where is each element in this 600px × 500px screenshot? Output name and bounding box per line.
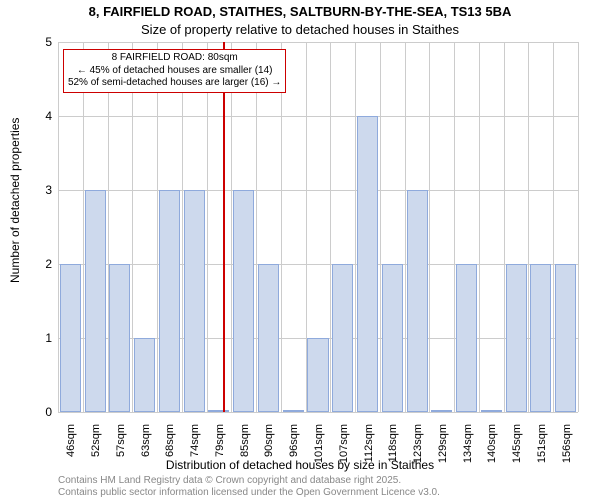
annotation-line: 52% of semi-detached houses are larger (… [68, 77, 281, 90]
ytick-label: 3 [32, 183, 52, 197]
attribution-line-2: Contains public sector information licen… [58, 487, 440, 498]
gridline-h [58, 264, 578, 265]
gridline-v [207, 42, 208, 412]
gridline-v [231, 42, 232, 412]
bar [332, 264, 353, 412]
gridline-v [256, 42, 257, 412]
ytick-label: 5 [32, 35, 52, 49]
bar [530, 264, 551, 412]
gridline-v [83, 42, 84, 412]
gridline-h [58, 190, 578, 191]
bar [134, 338, 155, 412]
gridline-h [58, 412, 578, 413]
attribution-line-1: Contains HM Land Registry data © Crown c… [58, 475, 401, 486]
gridline-v [528, 42, 529, 412]
bar [481, 410, 502, 412]
y-axis-label: Number of detached properties [8, 0, 22, 400]
bar [233, 190, 254, 412]
chart-container: { "chart": { "type": "bar", "title_main"… [0, 0, 600, 500]
plot-area: 01234546sqm52sqm57sqm63sqm68sqm74sqm79sq… [58, 42, 578, 412]
bar [85, 190, 106, 412]
gridline-v [380, 42, 381, 412]
bar [307, 338, 328, 412]
annotation-box: 8 FAIRFIELD ROAD: 80sqm← 45% of detached… [63, 49, 286, 93]
reference-line [223, 42, 225, 412]
ytick-label: 0 [32, 405, 52, 419]
bar [208, 410, 229, 412]
bar [555, 264, 576, 412]
gridline-v [132, 42, 133, 412]
gridline-v [306, 42, 307, 412]
ytick-label: 2 [32, 257, 52, 271]
bar [407, 190, 428, 412]
bar [258, 264, 279, 412]
bar [357, 116, 378, 412]
gridline-v [108, 42, 109, 412]
gridline-v [58, 42, 59, 412]
bar [159, 190, 180, 412]
gridline-v [157, 42, 158, 412]
gridline-v [355, 42, 356, 412]
gridline-v [553, 42, 554, 412]
gridline-v [330, 42, 331, 412]
bar [184, 190, 205, 412]
bar [431, 410, 452, 412]
x-axis-label: Distribution of detached houses by size … [0, 458, 600, 472]
bar [382, 264, 403, 412]
chart-title-main: 8, FAIRFIELD ROAD, STAITHES, SALTBURN-BY… [0, 4, 600, 19]
gridline-v [479, 42, 480, 412]
gridline-v [182, 42, 183, 412]
bar [456, 264, 477, 412]
gridline-v [454, 42, 455, 412]
annotation-line: 8 FAIRFIELD ROAD: 80sqm [68, 52, 281, 65]
gridline-v [578, 42, 579, 412]
bar [283, 410, 304, 412]
bar [506, 264, 527, 412]
gridline-v [429, 42, 430, 412]
gridline-h [58, 42, 578, 43]
chart-title-sub: Size of property relative to detached ho… [0, 22, 600, 37]
gridline-v [405, 42, 406, 412]
gridline-v [504, 42, 505, 412]
ytick-label: 4 [32, 109, 52, 123]
bar [109, 264, 130, 412]
annotation-line: ← 45% of detached houses are smaller (14… [68, 65, 281, 78]
gridline-v [281, 42, 282, 412]
bar [60, 264, 81, 412]
gridline-h [58, 116, 578, 117]
ytick-label: 1 [32, 331, 52, 345]
